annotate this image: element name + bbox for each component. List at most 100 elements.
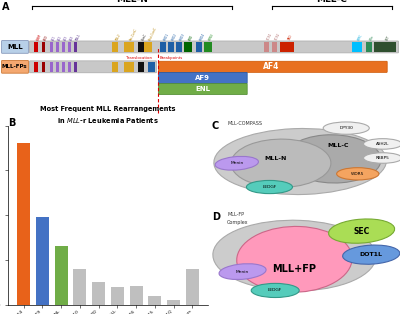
Text: MLL-N: MLL-N <box>264 156 286 161</box>
Bar <box>160 42 166 52</box>
Bar <box>112 42 118 52</box>
Bar <box>50 62 53 72</box>
Bar <box>112 62 118 72</box>
Ellipse shape <box>364 153 400 163</box>
Bar <box>50 42 53 52</box>
Text: WDR5: WDR5 <box>351 172 364 176</box>
Bar <box>54 246 68 305</box>
Bar <box>138 62 144 72</box>
Ellipse shape <box>215 156 258 170</box>
Bar <box>56 42 59 52</box>
FancyBboxPatch shape <box>158 73 247 84</box>
Text: AT2: AT2 <box>58 35 63 41</box>
Text: PHD2: PHD2 <box>171 32 178 41</box>
Text: LEDGF: LEDGF <box>262 185 276 189</box>
Text: FYRC: FYRC <box>357 33 364 41</box>
Text: Menin: Menin <box>230 161 244 165</box>
Bar <box>280 42 294 52</box>
Ellipse shape <box>237 226 352 292</box>
Bar <box>74 62 77 72</box>
Text: Post-ConC: Post-ConC <box>148 26 158 41</box>
Text: SEC: SEC <box>354 227 370 236</box>
Bar <box>68 62 71 72</box>
Text: D: D <box>212 212 220 222</box>
Text: BRD: BRD <box>188 34 194 41</box>
Text: MLL+FP: MLL+FP <box>272 264 316 274</box>
Text: LEDGF: LEDGF <box>268 289 282 292</box>
Text: MLL: MLL <box>7 44 23 50</box>
FancyBboxPatch shape <box>30 61 157 73</box>
Ellipse shape <box>246 181 292 194</box>
Bar <box>124 42 134 52</box>
Bar <box>130 286 143 305</box>
Text: FYRN: FYRN <box>208 32 215 41</box>
Bar <box>204 42 212 52</box>
Text: DPY30: DPY30 <box>339 126 353 130</box>
Text: TCS1: TCS1 <box>266 32 273 41</box>
Bar <box>148 62 155 72</box>
Ellipse shape <box>285 135 381 183</box>
Bar <box>184 42 192 52</box>
Text: MLL-FP: MLL-FP <box>227 212 244 217</box>
Text: Complex: Complex <box>227 220 249 225</box>
Text: RBBP5: RBBP5 <box>376 156 390 160</box>
Text: Win: Win <box>369 34 375 41</box>
Bar <box>138 42 144 52</box>
Text: AF9: AF9 <box>195 75 210 81</box>
Bar <box>56 62 59 72</box>
FancyBboxPatch shape <box>158 84 247 95</box>
Bar <box>366 42 372 52</box>
Text: TAD: TAD <box>287 34 293 41</box>
Bar <box>272 42 277 52</box>
Bar <box>74 42 77 52</box>
Text: LBD: LBD <box>43 34 50 41</box>
FancyBboxPatch shape <box>158 61 387 73</box>
Text: PHD4: PHD4 <box>199 32 206 41</box>
Text: MLL-COMPASS: MLL-COMPASS <box>227 121 262 126</box>
Ellipse shape <box>323 122 369 134</box>
Bar <box>186 269 199 305</box>
Bar <box>167 300 180 305</box>
Text: PHD1: PHD1 <box>163 32 170 41</box>
Bar <box>352 42 362 52</box>
Bar <box>34 62 38 72</box>
Ellipse shape <box>231 139 331 187</box>
Text: C: C <box>212 121 219 131</box>
Text: MLL-C: MLL-C <box>316 0 348 4</box>
Text: A: A <box>2 2 10 12</box>
FancyBboxPatch shape <box>2 61 28 73</box>
Bar <box>34 42 38 52</box>
Ellipse shape <box>364 139 400 149</box>
Ellipse shape <box>219 264 266 279</box>
Bar <box>196 42 202 52</box>
Text: AT1: AT1 <box>51 35 57 41</box>
Bar <box>374 42 396 52</box>
Ellipse shape <box>214 128 386 195</box>
Bar <box>68 42 71 52</box>
Title: Most Frequent MLL Rearrangements
in $\it{MLL}$-r Leukemia Patients: Most Frequent MLL Rearrangements in $\it… <box>40 106 176 125</box>
Text: PHD3: PHD3 <box>179 32 186 41</box>
Text: Pre-ConC: Pre-ConC <box>129 27 138 41</box>
Text: AT3: AT3 <box>63 35 69 41</box>
Ellipse shape <box>213 220 376 291</box>
Bar <box>168 42 174 52</box>
Bar <box>176 42 182 52</box>
Text: ENL: ENL <box>195 86 210 92</box>
Text: ASH2L: ASH2L <box>376 142 390 146</box>
Bar <box>148 296 162 305</box>
Bar <box>42 42 45 52</box>
Text: AT4: AT4 <box>70 35 75 41</box>
Text: SNL1: SNL1 <box>76 32 82 41</box>
Text: TCS2: TCS2 <box>274 32 281 41</box>
Text: SET: SET <box>385 34 391 41</box>
Text: ConC: ConC <box>141 32 148 41</box>
Text: AF4: AF4 <box>263 62 279 71</box>
FancyBboxPatch shape <box>2 41 28 53</box>
Text: SNL2: SNL2 <box>115 32 122 41</box>
Text: Breakpoints: Breakpoints <box>160 56 183 60</box>
Bar <box>264 42 269 52</box>
Ellipse shape <box>328 219 395 243</box>
Bar <box>73 269 86 305</box>
Bar <box>144 42 152 52</box>
Bar <box>62 42 65 52</box>
